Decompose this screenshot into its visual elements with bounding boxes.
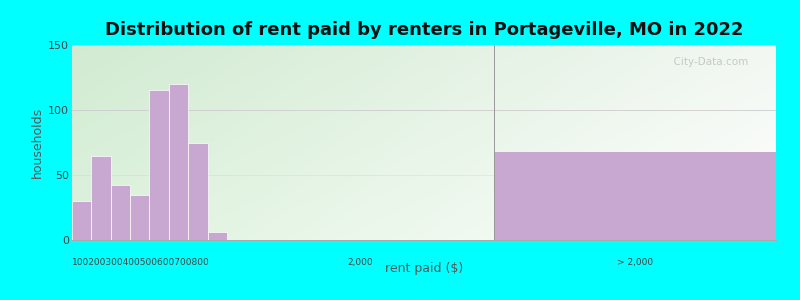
- Bar: [91, 155, 110, 240]
- Bar: [494, 152, 776, 240]
- Title: Distribution of rent paid by renters in Portageville, MO in 2022: Distribution of rent paid by renters in …: [105, 21, 743, 39]
- Bar: [130, 194, 150, 240]
- Bar: [188, 142, 207, 240]
- Bar: [110, 185, 130, 240]
- Bar: [150, 91, 169, 240]
- Bar: [207, 232, 227, 240]
- Bar: [169, 84, 188, 240]
- Text: > 2,000: > 2,000: [617, 258, 654, 267]
- Text: City-Data.com: City-Data.com: [666, 57, 748, 67]
- Y-axis label: households: households: [31, 107, 44, 178]
- X-axis label: rent paid ($): rent paid ($): [385, 262, 463, 275]
- Bar: [72, 201, 91, 240]
- Text: 100200300400500600700800: 100200300400500600700800: [72, 258, 210, 267]
- Text: 2,000: 2,000: [348, 258, 374, 267]
